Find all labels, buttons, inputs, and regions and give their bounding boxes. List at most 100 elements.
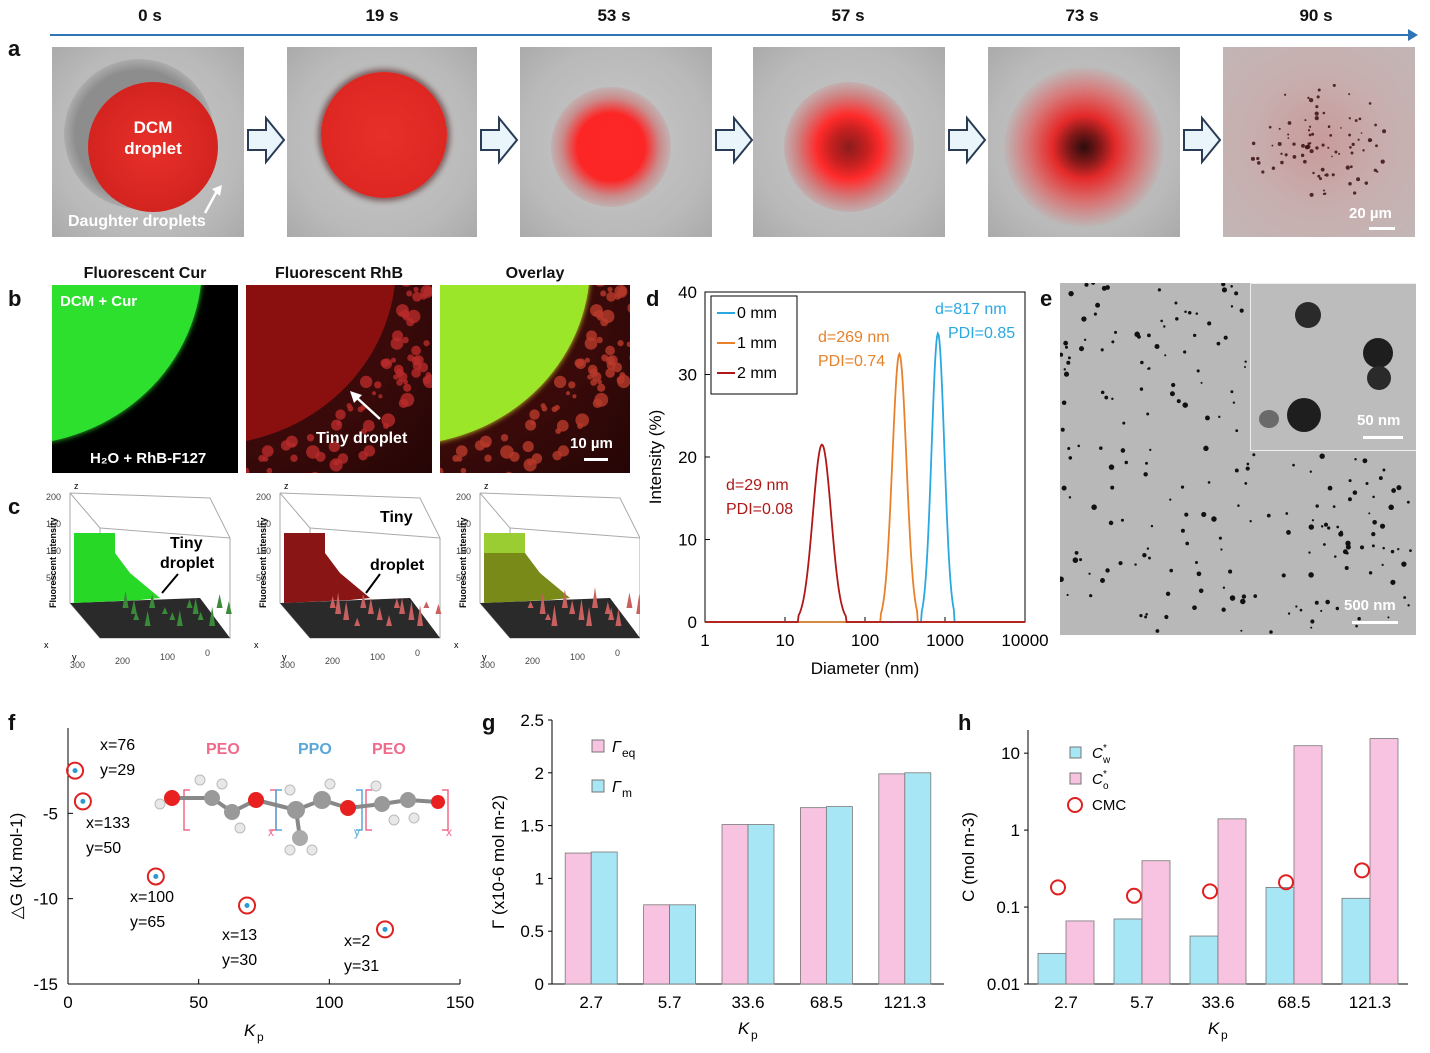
tem-particle	[1396, 485, 1402, 491]
scale-bar-b	[584, 458, 608, 461]
bar-Γeq	[564, 852, 592, 985]
tiny-droplet	[607, 286, 613, 293]
intensity-peak	[586, 606, 593, 626]
nanoparticle	[1306, 144, 1311, 149]
y-axis-label: y	[72, 652, 77, 662]
tem-particle	[1218, 415, 1221, 418]
plot-box-edge	[309, 527, 441, 539]
h2o-rhb-label: H₂O + RhB-F127	[90, 450, 207, 467]
tem-particle	[1099, 446, 1103, 450]
tem-particle	[1243, 366, 1246, 369]
bar-Γm	[904, 772, 932, 985]
y-tick: 300	[280, 660, 295, 670]
tiny-droplet	[500, 433, 509, 442]
tiny-droplet-arrow-c1	[161, 573, 179, 594]
tem-particle	[1066, 360, 1071, 365]
z-tick: 200	[456, 492, 471, 502]
tiny-droplet	[393, 374, 399, 380]
tem-particle	[1063, 371, 1070, 377]
tem-particle	[1110, 485, 1115, 490]
tiny-droplet	[577, 423, 584, 429]
point-label-x: x=133	[86, 815, 130, 832]
scatter-point	[382, 926, 388, 932]
intensity-peak	[354, 617, 361, 626]
nanoparticle	[1351, 142, 1355, 146]
nanoparticle	[1300, 153, 1305, 158]
dcm-droplet-shrinking	[321, 72, 447, 198]
tiny-droplet	[626, 341, 630, 347]
tem-particle	[1232, 401, 1236, 404]
bracket	[356, 789, 363, 831]
x-tick-label: 2.7	[579, 993, 603, 1012]
step-arrow-icon-2	[480, 115, 519, 165]
legend-label: 1 mm	[737, 335, 777, 352]
dcm-droplet-label: DCM droplet	[106, 117, 200, 159]
tem-particle	[1211, 516, 1217, 522]
frame-73s	[988, 47, 1180, 237]
tiny-droplet	[527, 459, 534, 466]
legend-symbol: C	[1092, 745, 1103, 762]
tiny-droplet	[423, 286, 432, 297]
tiny-droplet	[587, 364, 598, 375]
point-label-y: y=31	[344, 958, 379, 975]
nanoparticle	[1304, 119, 1307, 122]
tem-particle	[1060, 427, 1065, 432]
tem-particle	[1354, 457, 1357, 461]
tiny-droplet	[266, 467, 273, 473]
plot-box-edge	[479, 492, 511, 529]
tem-particle	[1216, 341, 1221, 346]
scale-bar-inset	[1363, 436, 1403, 439]
nanoparticle	[1283, 93, 1287, 96]
nanoparticle	[1345, 165, 1350, 170]
tem-particle	[1266, 513, 1271, 518]
tem-particle	[1234, 291, 1239, 296]
tem-particle	[1246, 462, 1250, 466]
tem-particle	[1336, 525, 1340, 529]
concentration-bar-chart: 0.01 0.1 1 10 2.7 5.7 33.6 68.5 121.3 K p C (mol m-…	[959, 730, 1408, 1042]
y-tick: 0	[205, 648, 210, 658]
tem-particle	[1299, 608, 1303, 612]
tiny-droplet	[440, 467, 444, 473]
nanoparticle	[1287, 121, 1292, 125]
plot-floor	[480, 598, 640, 638]
tem-particle	[1334, 555, 1337, 558]
tem-particle	[1176, 399, 1181, 404]
tiny-droplet	[315, 451, 326, 462]
legend-subscript: m	[622, 786, 632, 800]
tiny-droplet	[529, 409, 540, 420]
tem-particle	[1118, 561, 1123, 566]
bracket	[275, 789, 282, 831]
nanoparticle	[1308, 133, 1312, 137]
tem-particle	[1101, 285, 1107, 291]
tem-particle	[1207, 481, 1211, 484]
nanoparticle	[1287, 133, 1290, 136]
tem-particle	[1379, 523, 1386, 529]
tiny-droplet	[406, 290, 413, 297]
tem-image: 50 nm 500 nm	[1060, 283, 1416, 635]
dcm-droplet-nucleating	[784, 82, 914, 212]
image-fluorescent-rhb: Tiny droplet	[246, 285, 432, 473]
tem-particle	[1207, 321, 1212, 326]
x-axis-title: K	[1208, 1019, 1220, 1038]
tem-particle	[1081, 316, 1087, 322]
bar-C*o	[1217, 818, 1247, 985]
tem-particle	[1160, 319, 1163, 323]
z-tick: 200	[256, 492, 271, 502]
tiny-droplet	[590, 379, 597, 386]
panel-f-label: f	[8, 710, 16, 735]
tiny-droplet	[594, 392, 609, 407]
legend-swatch	[1069, 746, 1082, 759]
tem-particle	[1164, 614, 1169, 620]
x-tick-label: 100	[851, 631, 879, 650]
nanoparticle	[1250, 156, 1255, 161]
nanoparticle	[1311, 132, 1315, 136]
legend-swatch	[591, 739, 605, 753]
nanoparticle	[1287, 137, 1290, 139]
tem-particle	[1292, 463, 1295, 467]
y-tick: 100	[570, 652, 585, 662]
tem-particle	[1323, 522, 1329, 527]
nanoparticle	[1340, 127, 1342, 129]
y-tick-label: 2.5	[520, 711, 544, 730]
tem-particle	[1244, 482, 1248, 485]
z-axis-title: Fluorescent intensity	[258, 517, 268, 608]
